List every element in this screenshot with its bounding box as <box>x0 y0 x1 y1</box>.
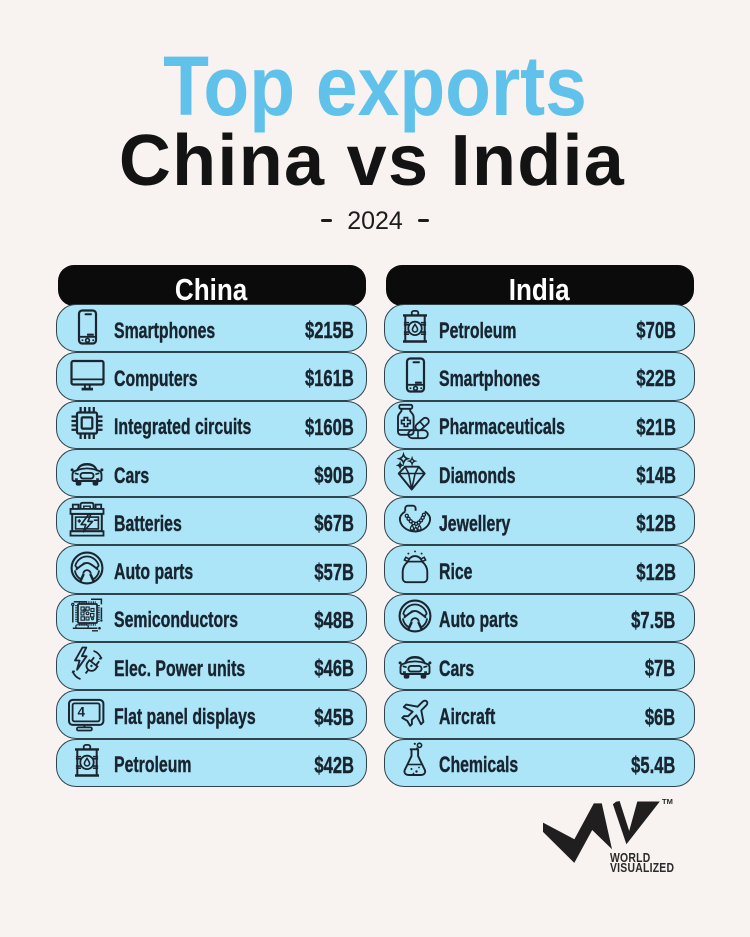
svg-text:4: 4 <box>77 705 85 720</box>
